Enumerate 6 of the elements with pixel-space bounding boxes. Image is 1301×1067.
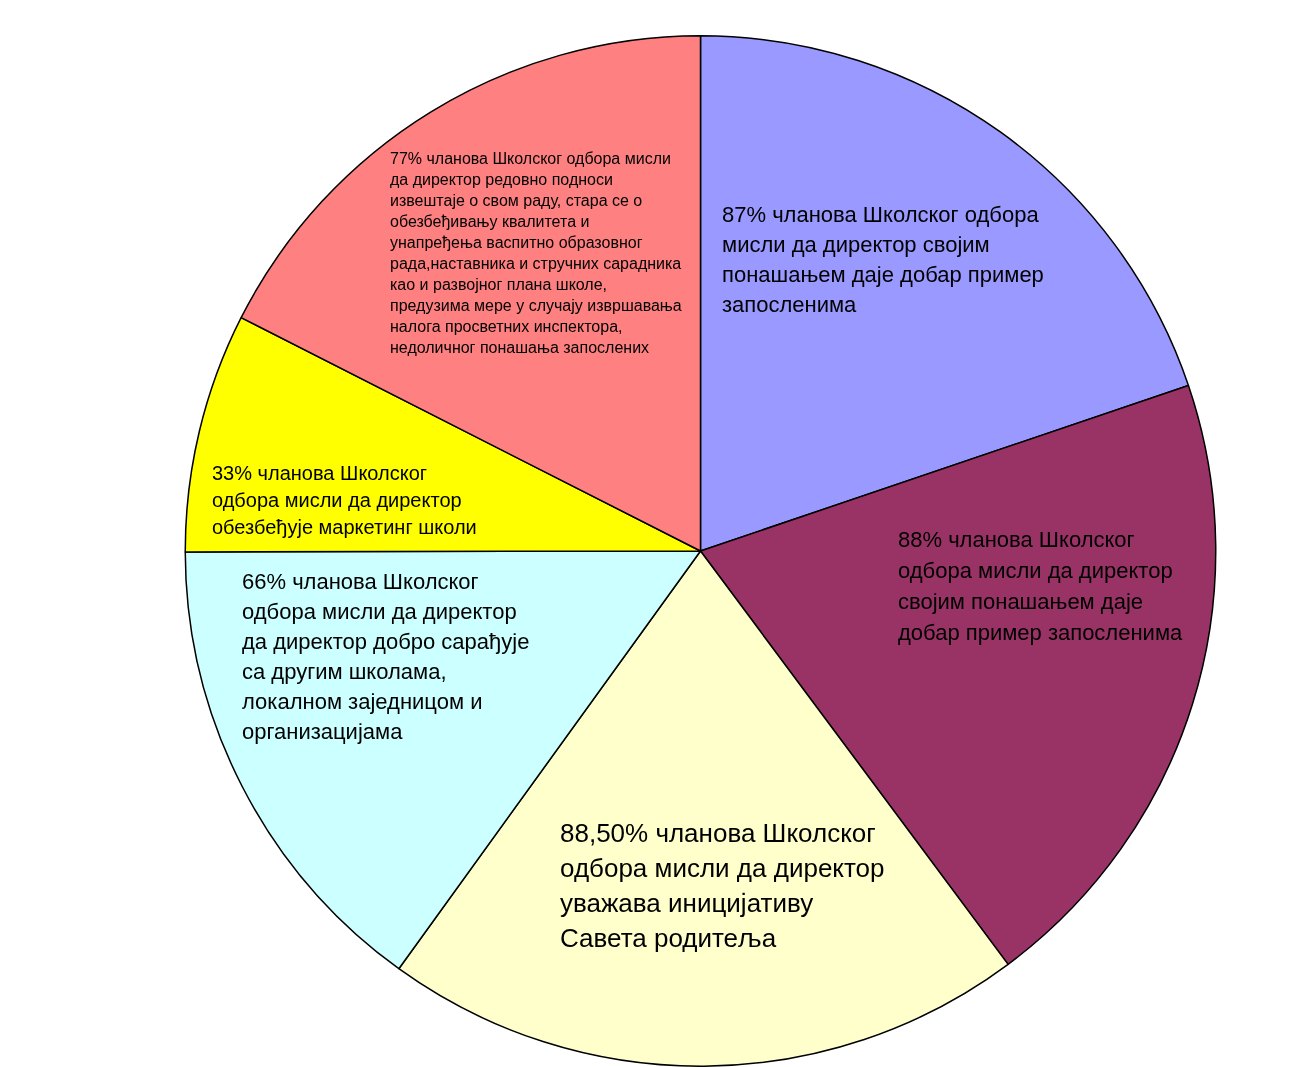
slice-label: 88% чланова Школског одбора мисли да директор својим понашањем даје добар пример запосленима [898,527,1183,646]
slice-label: 66% чланова Школског одбора мисли да директор да директор добро сарађује са другим школама, локалном заједницом и организацијама [242,569,530,745]
category-label: 77% чланова Школског одбора мисли да директор редовно подноси извештаје о свом раду, стара се о обезбеђивању квалитета и унапређења васпитно образовног рада,наставника и стручних сарадника као и развојног плана школе, предузима мере у случају извршавања налога просветних инспектора, недоличног понашања запослених [390,150,682,357]
slice-label: 33% чланова Школског одбора мисли да директор обезбеђује маркетинг школи [212,461,477,538]
slice-label: 87% чланова Школског одбора мисли да директор својим понашањем даје добар пример запосленима [722,202,1044,318]
slice-label: 88,50% чланова Школског одбора мисли да директор уважава иницијативу Савета родитеља [560,818,885,954]
